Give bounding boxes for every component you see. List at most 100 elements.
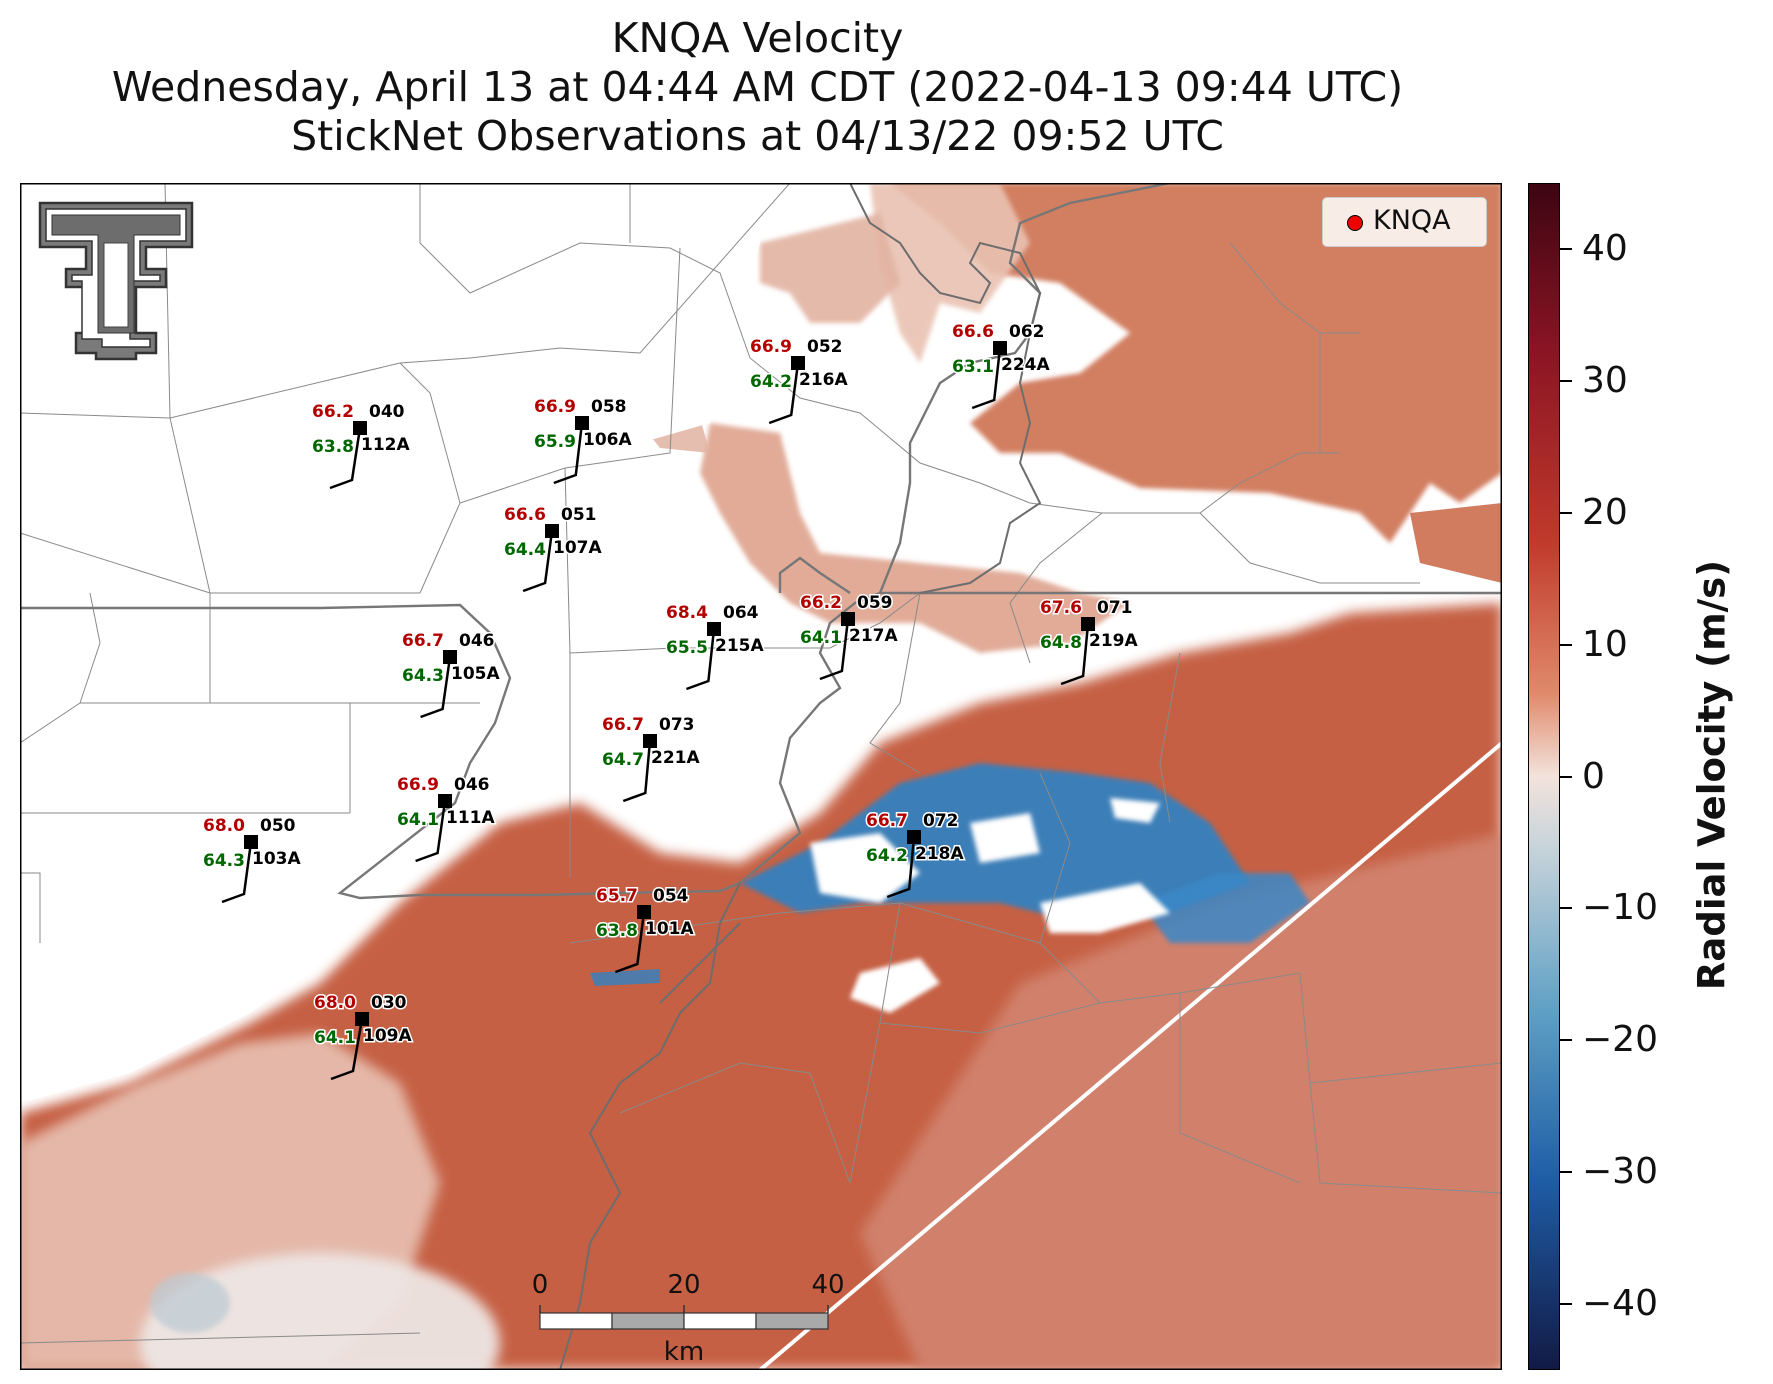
station-id: 109A xyxy=(363,1026,412,1046)
echo-central-light xyxy=(700,423,1130,653)
station-wind-direction: 046 xyxy=(459,631,495,651)
wind-barb xyxy=(330,1018,364,1081)
station-106A: 66.9 058 65.9 106A xyxy=(533,396,634,485)
station-215A: 68.4 064 65.5 215A xyxy=(665,602,766,691)
station-marker xyxy=(637,905,651,919)
echo-south-east-light xyxy=(860,833,1502,1370)
station-marker xyxy=(353,421,367,435)
station-id: 219A xyxy=(1089,631,1138,651)
station-dewpoint: 65.9 xyxy=(534,432,576,452)
station-dewpoint: 64.1 xyxy=(314,1028,356,1048)
scale-unit: km xyxy=(663,1337,705,1367)
station-wind-direction: 059 xyxy=(857,593,893,613)
station-marker xyxy=(244,835,258,849)
station-temperature: 66.2 xyxy=(800,593,842,613)
nodata-hole-4 xyxy=(850,958,940,1013)
wind-barb xyxy=(768,362,800,425)
title-line-1: KNQA Velocity xyxy=(611,14,904,62)
colorbar-tick xyxy=(1560,379,1572,382)
colorbar-tick xyxy=(1560,643,1572,646)
colorbar-tick-label: −20 xyxy=(1582,1019,1658,1061)
station-marker xyxy=(1081,617,1095,631)
station-marker xyxy=(907,830,921,844)
wind-barb xyxy=(614,911,646,974)
colorbar xyxy=(1528,183,1560,1370)
station-temperature: 68.0 xyxy=(203,816,245,836)
scale-label-20: 20 xyxy=(667,1270,701,1300)
station-id: 105A xyxy=(451,664,500,684)
station-dewpoint: 64.3 xyxy=(203,851,245,871)
colorbar-tick-label: −40 xyxy=(1582,1283,1658,1325)
velocity-field xyxy=(20,183,1502,1370)
wind-barb xyxy=(819,618,850,681)
station-marker xyxy=(575,416,589,430)
wind-barb xyxy=(971,347,1002,410)
station-101A: 65.7 054 63.8 101A xyxy=(595,885,696,974)
colorbar-tick-label: −30 xyxy=(1582,1151,1658,1193)
station-marker xyxy=(993,341,1007,355)
title-line-3: StickNet Observations at 04/13/22 09:52 … xyxy=(291,112,1224,160)
station-112A: 66.2 040 63.8 112A xyxy=(311,401,412,490)
station-wind-direction: 051 xyxy=(561,505,597,525)
station-dewpoint: 64.1 xyxy=(397,810,439,830)
station-temperature: 66.9 xyxy=(750,337,792,357)
station-temperature: 66.7 xyxy=(866,811,908,831)
station-224A: 66.6 062 63.1 224A xyxy=(951,321,1052,410)
station-id: 106A xyxy=(583,430,632,450)
station-dewpoint: 63.8 xyxy=(312,437,354,457)
legend: KNQA xyxy=(1322,197,1487,247)
station-marker xyxy=(791,356,805,370)
station-temperature: 66.9 xyxy=(534,397,576,417)
station-wind-direction: 058 xyxy=(591,397,627,417)
colorbar-tick xyxy=(1560,1171,1572,1174)
wind-barb xyxy=(685,628,716,691)
station-marker xyxy=(707,622,721,636)
nodata-hole-3 xyxy=(1040,883,1170,933)
station-temperature: 66.7 xyxy=(402,631,444,651)
station-marker xyxy=(438,794,452,808)
station-id: 224A xyxy=(1001,355,1050,375)
colorbar-tick xyxy=(1560,511,1572,514)
station-218A: 66.7 072 64.2 218A xyxy=(865,810,966,899)
station-temperature: 66.2 xyxy=(312,402,354,422)
station-marker xyxy=(841,612,855,626)
station-wind-direction: 071 xyxy=(1097,598,1133,618)
station-temperature: 66.7 xyxy=(602,715,644,735)
wind-barb xyxy=(221,841,253,904)
radar-site-marker-icon xyxy=(1347,215,1363,231)
station-107A: 66.6 051 64.4 107A xyxy=(503,504,604,593)
station-id: 221A xyxy=(651,748,700,768)
station-216A: 66.9 052 64.2 216A xyxy=(749,336,850,425)
station-105A: 66.7 046 64.3 105A xyxy=(401,630,502,719)
colorbar-tick-label: 20 xyxy=(1582,491,1628,533)
station-temperature: 68.4 xyxy=(666,603,708,623)
echo-north-west xyxy=(760,213,900,323)
station-dewpoint: 64.2 xyxy=(750,372,792,392)
river-borders xyxy=(559,183,1042,1370)
colorbar-tick xyxy=(1560,1039,1572,1042)
station-id: 101A xyxy=(645,919,694,939)
station-103A: 68.0 050 64.3 103A xyxy=(202,815,303,904)
station-wind-direction: 030 xyxy=(371,993,407,1013)
station-dewpoint: 64.8 xyxy=(1040,633,1082,653)
station-id: 107A xyxy=(553,538,602,558)
colorbar-tick xyxy=(1560,907,1572,910)
clear-north-west xyxy=(20,183,760,1103)
station-id: 215A xyxy=(715,636,764,656)
station-wind-direction: 052 xyxy=(807,337,843,357)
station-dewpoint: 64.4 xyxy=(504,540,546,560)
colorbar-tick-label: 10 xyxy=(1582,623,1628,665)
station-dewpoint: 64.1 xyxy=(800,628,842,648)
wind-barb xyxy=(1060,623,1090,686)
nodata-hole-5 xyxy=(1110,798,1160,823)
station-111A: 66.9 046 64.1 111A xyxy=(396,774,497,863)
station-temperature: 66.9 xyxy=(397,775,439,795)
county-borders xyxy=(20,183,1502,1344)
wind-barb xyxy=(886,836,916,899)
station-temperature: 68.0 xyxy=(314,993,356,1013)
title-line-2: Wednesday, April 13 at 04:44 AM CDT (202… xyxy=(111,63,1404,111)
texas-tech-double-t-logo xyxy=(38,201,194,361)
echo-inbound-small xyxy=(590,969,660,986)
station-wind-direction: 050 xyxy=(260,816,296,836)
